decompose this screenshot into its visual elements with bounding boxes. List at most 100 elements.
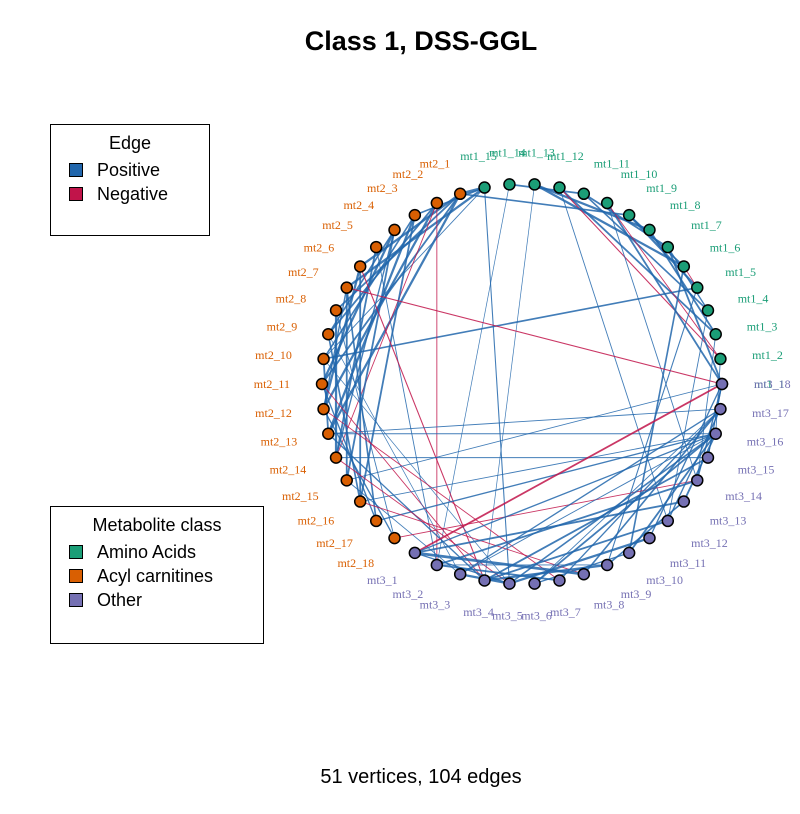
node-mt3_14 (691, 474, 704, 487)
node-label-mt2_5: mt2_5 (322, 218, 353, 232)
node-label-mt2_7: mt2_7 (288, 265, 319, 279)
edge-mt1_2-mt3_16 (715, 358, 721, 434)
node-label-mt1_11: mt1_11 (594, 156, 630, 170)
node-label-mt2_1: mt2_1 (420, 156, 451, 170)
node-mt3_16 (709, 427, 722, 440)
edge-mt2_4-mt2_9 (327, 229, 396, 335)
node-label-mt2_15: mt2_15 (282, 489, 319, 503)
node-label-mt2_13: mt2_13 (261, 435, 298, 449)
node-mt1_10 (600, 196, 614, 210)
node-label-mt1_4: mt1_4 (738, 292, 769, 306)
node-mt3_1 (408, 546, 422, 560)
node-label-mt3_13: mt3_13 (710, 513, 747, 527)
node-mt2_1 (453, 187, 467, 201)
legend-label-amino-acids: Amino Acids (97, 541, 197, 562)
node-mt2_11 (315, 377, 329, 391)
node-label-mt3_7: mt3_7 (550, 605, 581, 619)
legend-label-negative: Negative (97, 183, 169, 204)
node-label-mt2_14: mt2_14 (270, 462, 307, 476)
metabolite-class-legend: Metabolite class Amino Acids Acyl carnit… (50, 506, 264, 644)
edge-mt2_1-mt2_8 (335, 193, 461, 312)
node-label-mt2_11: mt2_11 (254, 377, 290, 391)
edge-mt2_3-mt2_13 (327, 214, 416, 435)
node-mt1_7 (661, 240, 675, 254)
node-mt3_8 (577, 567, 591, 581)
node-label-mt1_13: mt1_13 (518, 145, 555, 159)
edge-mt2_4-mt2_15 (345, 229, 396, 481)
node-mt1_5 (691, 281, 704, 294)
node-mt2_6 (353, 260, 367, 273)
edge-mt2_2-mt2_14 (335, 202, 438, 458)
edge-mt1_5-mt2_10 (323, 286, 698, 360)
node-label-mt3_12: mt3_12 (691, 536, 728, 550)
node-mt1_15 (478, 181, 491, 194)
node-label-mt1_1: mt1_1 (754, 377, 785, 391)
node-label-mt3_9: mt3_9 (621, 587, 652, 601)
node-mt2_5 (369, 240, 383, 254)
edge-mt3_6-mt3_10 (534, 552, 630, 585)
node-mt1_11 (577, 187, 591, 201)
edge-mt2_4-mt2_11 (320, 229, 396, 385)
legend-item-acyl-carnitines: Acyl carnitines (51, 564, 263, 588)
edge-legend-title: Edge (108, 133, 152, 153)
edge-mt2_10-mt3_5 (323, 358, 510, 584)
node-mt3_12 (661, 514, 675, 528)
node-label-mt1_7: mt1_7 (691, 218, 722, 232)
node-mt1_12 (553, 181, 566, 194)
node-label-mt2_10: mt2_10 (255, 348, 292, 362)
node-mt2_14 (329, 451, 343, 464)
legend-item-negative: Negative (51, 182, 209, 206)
edge-mt1_6-mt3_10 (628, 266, 685, 554)
edge-mt1_13-mt1_8 (534, 183, 650, 231)
node-mt2_3 (408, 208, 422, 222)
node-label-mt1_3: mt1_3 (747, 319, 778, 333)
edge-mt1_12-mt3_12 (559, 187, 669, 522)
edge-mt2_14-mt2_4 (335, 229, 396, 458)
node-mt1_13 (528, 178, 541, 191)
node-label-mt2_2: mt2_2 (393, 167, 424, 181)
edge-mt3_15-mt3_18 (707, 383, 723, 458)
edge-mt2_13-mt3_4 (327, 433, 485, 581)
node-mt1_3 (709, 328, 722, 341)
negative-swatch (69, 187, 83, 201)
edge-mt2_16-mt3_16 (360, 433, 716, 502)
node-mt2_7 (340, 281, 353, 294)
node-mt3_13 (677, 495, 691, 508)
node-mt2_18 (388, 531, 401, 545)
node-label-mt3_11: mt3_11 (670, 556, 706, 570)
node-label-mt3_14: mt3_14 (725, 489, 762, 503)
edge-mt2_7-mt3_18 (346, 287, 723, 385)
node-label-mt3_15: mt3_15 (738, 462, 775, 476)
edge-mt3_9-mt3_13 (606, 500, 685, 566)
edge-mt2_6-mt2_12 (322, 266, 362, 410)
node-label-mt1_2: mt1_2 (752, 348, 783, 362)
node-mt3_2 (430, 558, 444, 572)
node-mt2_4 (388, 223, 401, 237)
node-label-mt1_9: mt1_9 (646, 181, 677, 195)
edge-mt2_15-mt3_18 (346, 383, 723, 481)
edge-mt3_14-mt3_18 (696, 383, 723, 481)
page-title: Class 1, DSS-GGL (304, 26, 538, 56)
labels-layer: mt1_1 mt1_2 mt1_3 mt1_4 mt1_5 mt1_6 mt1_7 mt1_8… (254, 145, 791, 622)
node-label-mt3_5: mt3_5 (492, 609, 523, 623)
edge-mt3_12-mt3_17 (667, 408, 722, 522)
edge-mt2_15-mt3_3 (346, 480, 461, 575)
node-label-mt2_12: mt2_12 (255, 406, 292, 420)
node-mt1_6 (677, 260, 691, 273)
legend-label-acyl-carnitines: Acyl carnitines (97, 565, 214, 586)
legend-label-other: Other (97, 589, 143, 610)
edge-mt3_5-mt3_16 (508, 433, 717, 585)
node-mt3_7 (553, 574, 566, 587)
node-mt2_16 (353, 495, 367, 508)
class-legend-title: Metabolite class (92, 515, 222, 535)
edge-mt3_2-mt3_14 (436, 479, 698, 566)
node-mt2_2 (430, 196, 444, 210)
node-mt3_11 (643, 531, 656, 545)
edge-mt3_6-mt3_16 (533, 433, 717, 585)
node-label-mt3_3: mt3_3 (420, 598, 451, 612)
node-mt3_5 (503, 577, 516, 590)
nodes-layer (315, 178, 729, 590)
edge-mt3_3-mt3_16 (459, 433, 716, 575)
node-mt3_17 (714, 402, 727, 416)
